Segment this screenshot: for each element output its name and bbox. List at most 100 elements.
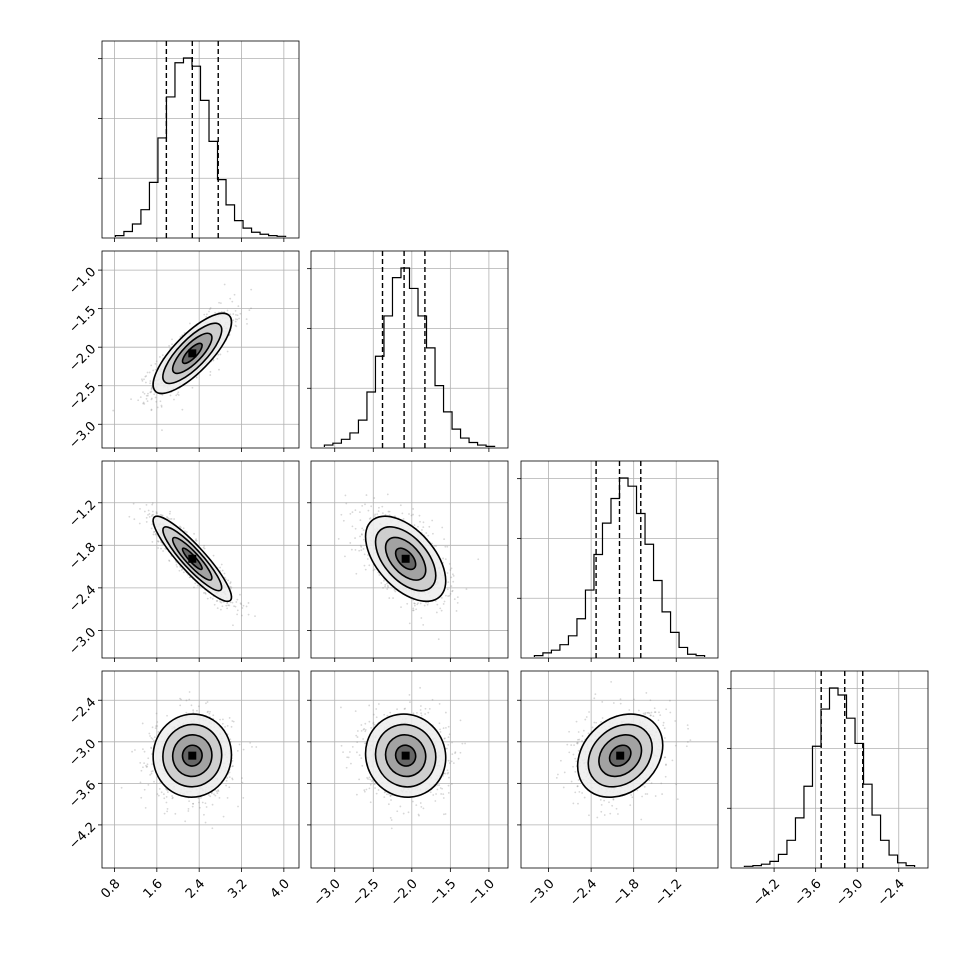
- sample-point: [449, 593, 452, 595]
- sample-point: [452, 574, 455, 577]
- sample-point: [447, 595, 450, 597]
- sample-point: [241, 614, 243, 617]
- sample-point: [155, 512, 158, 515]
- sample-point: [246, 322, 248, 325]
- sample-point: [192, 711, 195, 714]
- y-tick-label: −2.4: [66, 583, 99, 616]
- sample-point: [152, 513, 155, 516]
- sample-point: [150, 391, 152, 394]
- sample-point: [229, 297, 232, 300]
- sample-point: [236, 613, 239, 616]
- sample-point: [151, 514, 154, 516]
- sample-point: [131, 750, 133, 753]
- sample-point: [365, 788, 368, 791]
- sample-point: [192, 802, 194, 805]
- sample-point: [151, 763, 154, 766]
- sample-point: [212, 714, 215, 717]
- sample-point: [417, 813, 420, 816]
- sample-point: [373, 515, 376, 517]
- sample-point: [439, 607, 442, 610]
- sample-point: [359, 544, 362, 547]
- scatter-panel-4-2: −3.0 −2.5 −2.0 −1.5 −1.0: [307, 670, 509, 909]
- sample-point: [447, 736, 450, 739]
- sample-point: [230, 725, 233, 728]
- sample-point: [142, 748, 144, 751]
- sample-point: [198, 801, 200, 804]
- sample-point: [386, 588, 389, 590]
- sample-point: [465, 588, 468, 590]
- sample-point: [424, 707, 427, 710]
- sample-point: [242, 748, 245, 751]
- sample-point: [222, 815, 225, 818]
- sample-point: [143, 510, 146, 513]
- sample-point: [372, 721, 375, 724]
- sample-point: [151, 770, 154, 772]
- sample-point: [370, 505, 373, 508]
- sample-point: [156, 406, 159, 409]
- sample-point: [232, 765, 234, 767]
- sample-point: [412, 508, 415, 510]
- sample-point: [354, 527, 357, 530]
- sample-point: [369, 517, 372, 519]
- sample-point: [373, 783, 376, 786]
- sample-point: [228, 771, 231, 774]
- sample-point: [242, 796, 245, 799]
- sample-point: [182, 571, 185, 574]
- sample-point: [351, 511, 354, 514]
- sample-point: [151, 726, 154, 729]
- sample-point: [200, 796, 202, 799]
- sample-point: [148, 513, 151, 515]
- sample-point: [192, 709, 195, 712]
- sample-point: [152, 369, 155, 372]
- sample-point: [142, 391, 144, 394]
- sample-point: [231, 778, 234, 781]
- sample-point: [435, 611, 438, 614]
- sample-point: [427, 534, 430, 537]
- sample-point: [219, 302, 222, 305]
- sample-point: [377, 510, 380, 513]
- sample-point: [229, 582, 232, 585]
- sample-point: [437, 638, 440, 641]
- sample-point: [169, 518, 171, 520]
- sample-point: [237, 305, 240, 308]
- sample-point: [178, 569, 181, 572]
- sample-point: [212, 554, 215, 557]
- sample-point: [189, 322, 191, 325]
- sample-point: [384, 513, 387, 516]
- sample-point: [456, 596, 459, 599]
- sample-point: [184, 530, 186, 533]
- sample-point: [150, 772, 153, 775]
- sample-point: [162, 793, 165, 796]
- scatter-panel-3-2: [307, 460, 509, 662]
- sample-point: [444, 594, 447, 597]
- sample-point: [446, 769, 449, 772]
- sample-point: [340, 513, 343, 516]
- sample-point: [387, 510, 390, 513]
- sample-point: [361, 504, 364, 507]
- sample-point: [236, 609, 239, 612]
- sample-point: [215, 600, 218, 602]
- sample-point: [166, 808, 169, 810]
- sample-point: [191, 805, 194, 808]
- sample-point: [218, 368, 220, 371]
- sample-point: [112, 409, 115, 412]
- sample-point: [171, 797, 174, 800]
- sample-point: [443, 600, 446, 603]
- sample-point: [223, 572, 226, 575]
- sample-point: [188, 800, 191, 803]
- sample-point: [450, 760, 453, 763]
- sample-point: [226, 350, 229, 353]
- sample-point: [145, 516, 148, 519]
- sample-point: [226, 724, 229, 727]
- sample-point: [445, 726, 447, 729]
- sample-point: [209, 307, 212, 309]
- sample-point: [175, 563, 178, 566]
- sample-point: [209, 374, 212, 376]
- sample-point: [245, 605, 248, 608]
- sample-point: [420, 712, 423, 715]
- sample-point: [209, 370, 212, 373]
- sample-point: [421, 529, 423, 531]
- sample-point: [151, 502, 154, 504]
- sample-point: [235, 601, 238, 603]
- sample-point: [249, 741, 252, 744]
